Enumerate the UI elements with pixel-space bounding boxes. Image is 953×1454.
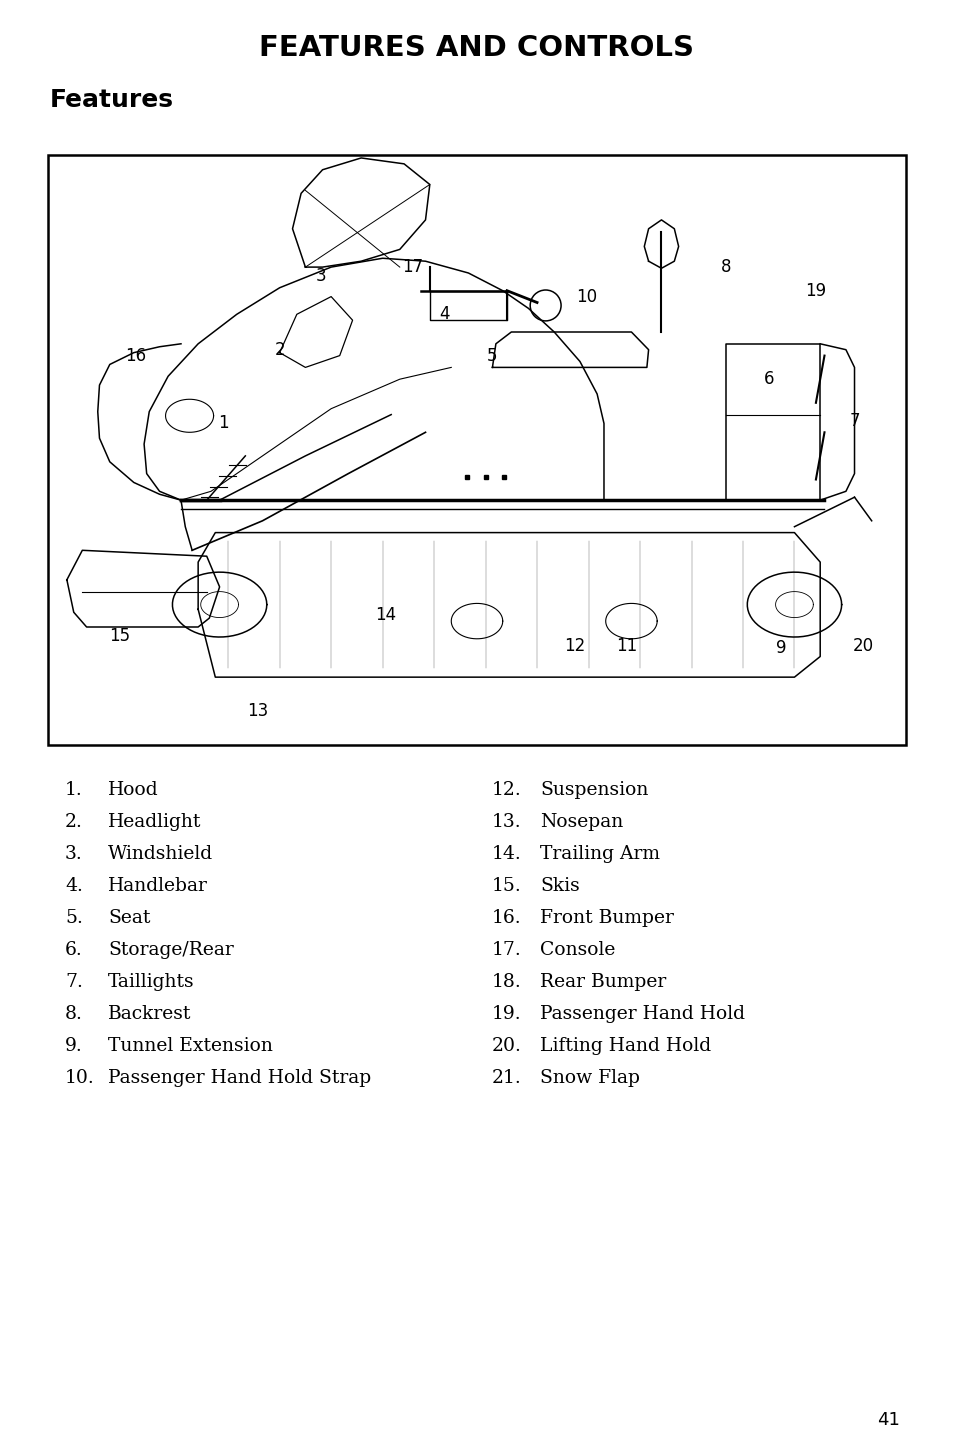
- Text: Backrest: Backrest: [108, 1005, 192, 1024]
- Text: 4.: 4.: [65, 877, 83, 896]
- Text: 14.: 14.: [492, 845, 521, 864]
- Text: 6.: 6.: [65, 941, 83, 960]
- Text: 20: 20: [852, 637, 873, 654]
- Text: 17.: 17.: [492, 941, 521, 960]
- Text: 15: 15: [109, 627, 130, 646]
- Text: 10: 10: [576, 288, 597, 305]
- Text: 2: 2: [274, 340, 285, 359]
- Text: 21.: 21.: [492, 1069, 521, 1088]
- Text: 19: 19: [804, 282, 825, 300]
- Text: 1.: 1.: [65, 781, 83, 800]
- Text: Hood: Hood: [108, 781, 158, 800]
- Text: 2.: 2.: [65, 813, 83, 832]
- Bar: [48, 156, 905, 744]
- Text: Features: Features: [50, 89, 173, 112]
- Text: 13.: 13.: [492, 813, 521, 832]
- Text: 11: 11: [615, 637, 637, 654]
- Text: 41: 41: [876, 1410, 899, 1429]
- Text: 3.: 3.: [65, 845, 83, 864]
- Text: 7: 7: [848, 411, 859, 429]
- Text: 4: 4: [438, 305, 449, 323]
- Text: 7.: 7.: [65, 973, 83, 992]
- Text: 20.: 20.: [492, 1037, 521, 1056]
- Text: Passenger Hand Hold: Passenger Hand Hold: [539, 1005, 744, 1024]
- Text: 17: 17: [401, 259, 423, 276]
- Text: 6: 6: [762, 371, 773, 388]
- Text: Headlight: Headlight: [108, 813, 201, 832]
- Text: FEATURES AND CONTROLS: FEATURES AND CONTROLS: [259, 33, 694, 63]
- Text: 16.: 16.: [492, 909, 521, 928]
- Text: 10.: 10.: [65, 1069, 94, 1088]
- Text: Trailing Arm: Trailing Arm: [539, 845, 659, 864]
- Text: 15.: 15.: [492, 877, 521, 896]
- Text: Rear Bumper: Rear Bumper: [539, 973, 665, 992]
- Text: Front Bumper: Front Bumper: [539, 909, 673, 928]
- Text: 12: 12: [563, 637, 585, 654]
- Text: Taillights: Taillights: [108, 973, 194, 992]
- Text: 16: 16: [125, 346, 146, 365]
- Text: Tunnel Extension: Tunnel Extension: [108, 1037, 273, 1056]
- Text: Console: Console: [539, 941, 615, 960]
- Text: Windshield: Windshield: [108, 845, 213, 864]
- Text: 9.: 9.: [65, 1037, 83, 1056]
- Text: 8: 8: [720, 259, 730, 276]
- Text: 8.: 8.: [65, 1005, 83, 1024]
- Text: 19.: 19.: [492, 1005, 521, 1024]
- Text: 5: 5: [487, 346, 497, 365]
- Text: Suspension: Suspension: [539, 781, 648, 800]
- Text: Passenger Hand Hold Strap: Passenger Hand Hold Strap: [108, 1069, 371, 1088]
- Text: 14: 14: [375, 606, 395, 624]
- Text: Skis: Skis: [539, 877, 579, 896]
- Text: Nosepan: Nosepan: [539, 813, 622, 832]
- Text: Lifting Hand Hold: Lifting Hand Hold: [539, 1037, 710, 1056]
- Text: 18.: 18.: [492, 973, 521, 992]
- Text: 3: 3: [315, 268, 326, 285]
- Text: 12.: 12.: [492, 781, 521, 800]
- Text: Snow Flap: Snow Flap: [539, 1069, 639, 1088]
- Text: 1: 1: [218, 414, 229, 432]
- Text: 9: 9: [776, 638, 786, 657]
- Text: 13: 13: [248, 702, 269, 720]
- Text: Seat: Seat: [108, 909, 151, 928]
- Text: Storage/Rear: Storage/Rear: [108, 941, 233, 960]
- Text: Handlebar: Handlebar: [108, 877, 208, 896]
- Text: 5.: 5.: [65, 909, 83, 928]
